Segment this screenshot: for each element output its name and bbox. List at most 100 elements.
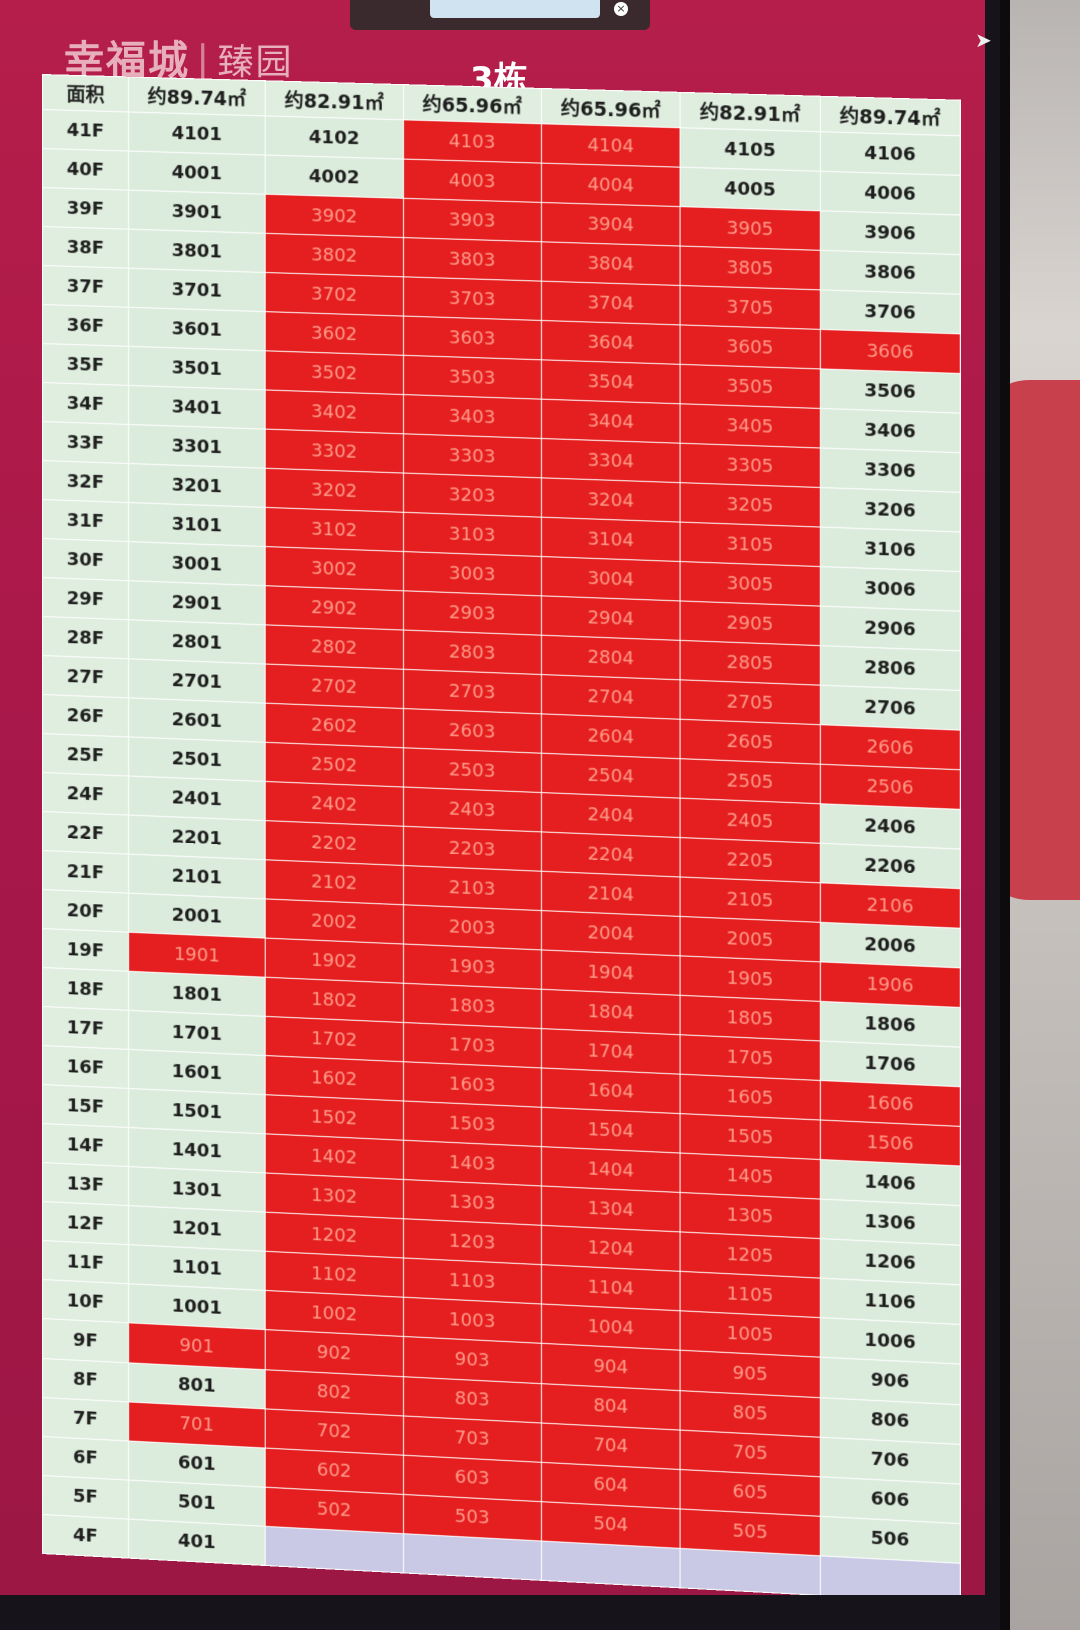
unit-cell-sold[interactable]: 901 bbox=[128, 1323, 265, 1369]
unit-cell-sold[interactable]: 3905 bbox=[680, 207, 820, 251]
unit-cell-sold[interactable]: 2703 bbox=[403, 669, 541, 714]
unit-cell-sold[interactable]: 3704 bbox=[541, 281, 680, 325]
unit-cell-available[interactable]: 3901 bbox=[128, 190, 265, 233]
unit-cell-sold[interactable]: 905 bbox=[680, 1351, 820, 1397]
unit-cell-available[interactable]: 2906 bbox=[820, 606, 960, 651]
unit-cell-available[interactable]: 2401 bbox=[128, 776, 265, 821]
unit-cell-sold[interactable]: 1502 bbox=[265, 1095, 403, 1141]
unit-cell-available[interactable]: 4006 bbox=[820, 171, 960, 215]
unit-cell-sold[interactable]: 1404 bbox=[541, 1147, 680, 1193]
unit-cell-sold[interactable]: 2205 bbox=[680, 838, 820, 883]
unit-cell-available[interactable]: 3306 bbox=[820, 448, 960, 492]
unit-cell-sold[interactable]: 4104 bbox=[541, 124, 680, 167]
unit-cell-available[interactable]: 401 bbox=[128, 1519, 265, 1566]
unit-cell-sold[interactable]: 1104 bbox=[541, 1265, 680, 1311]
unit-cell-available[interactable]: 2701 bbox=[128, 659, 265, 703]
unit-cell-sold[interactable]: 1904 bbox=[541, 950, 680, 995]
unit-cell-sold[interactable]: 3606 bbox=[820, 329, 960, 373]
unit-cell-sold[interactable]: 3003 bbox=[403, 552, 541, 596]
unit-cell-sold[interactable]: 3305 bbox=[680, 443, 820, 487]
unit-cell-sold[interactable]: 1703 bbox=[403, 1023, 541, 1068]
unit-cell-available[interactable]: 2101 bbox=[128, 854, 265, 899]
unit-cell-sold[interactable]: 2802 bbox=[265, 625, 403, 669]
unit-cell-sold[interactable]: 3203 bbox=[403, 473, 541, 517]
unit-cell-available[interactable]: 4105 bbox=[680, 128, 820, 172]
unit-cell-sold[interactable]: 1204 bbox=[541, 1226, 680, 1272]
unit-cell-sold[interactable]: 3805 bbox=[680, 246, 820, 290]
unit-cell-sold[interactable]: 2805 bbox=[680, 641, 820, 686]
unit-cell-sold[interactable]: 3804 bbox=[541, 242, 680, 286]
unit-cell-sold[interactable]: 3504 bbox=[541, 360, 680, 404]
unit-cell-sold[interactable]: 3402 bbox=[265, 390, 403, 434]
unit-cell-sold[interactable]: 2104 bbox=[541, 872, 680, 917]
unit-cell-sold[interactable]: 1503 bbox=[403, 1101, 541, 1147]
unit-cell-sold[interactable]: 2503 bbox=[403, 748, 541, 793]
unit-cell-sold[interactable]: 1605 bbox=[680, 1075, 820, 1121]
unit-cell-sold[interactable]: 1302 bbox=[265, 1173, 403, 1219]
unit-cell-sold[interactable]: 2603 bbox=[403, 709, 541, 754]
unit-cell-sold[interactable]: 2402 bbox=[265, 782, 403, 827]
unit-cell-sold[interactable]: 3603 bbox=[403, 316, 541, 360]
unit-cell-sold[interactable]: 1505 bbox=[680, 1114, 820, 1160]
unit-cell-sold[interactable]: 3403 bbox=[403, 395, 541, 439]
unit-cell-available[interactable]: 4001 bbox=[128, 151, 265, 194]
unit-cell-sold[interactable]: 1303 bbox=[403, 1180, 541, 1226]
unit-cell-sold[interactable]: 3503 bbox=[403, 355, 541, 399]
unit-cell-available[interactable]: 1806 bbox=[820, 1002, 960, 1048]
unit-cell-sold[interactable]: 2903 bbox=[403, 591, 541, 635]
unit-cell-sold[interactable]: 3002 bbox=[265, 547, 403, 591]
unit-cell-sold[interactable]: 2804 bbox=[541, 635, 680, 680]
unit-cell-sold[interactable]: 1804 bbox=[541, 990, 680, 1036]
unit-cell-available[interactable]: 2706 bbox=[820, 685, 960, 730]
unit-cell-sold[interactable]: 1805 bbox=[680, 996, 820, 1042]
unit-cell-sold[interactable]: 1504 bbox=[541, 1108, 680, 1154]
unit-cell-sold[interactable]: 1002 bbox=[265, 1291, 403, 1337]
unit-cell-available[interactable]: 3101 bbox=[128, 503, 265, 547]
unit-cell-sold[interactable]: 3803 bbox=[403, 238, 541, 282]
unit-cell-available[interactable]: 1306 bbox=[820, 1199, 960, 1245]
unit-cell-sold[interactable]: 3604 bbox=[541, 321, 680, 365]
unit-cell-available[interactable]: 3806 bbox=[820, 250, 960, 294]
unit-cell-sold[interactable]: 1705 bbox=[680, 1035, 820, 1081]
unit-cell-sold[interactable]: 1901 bbox=[128, 933, 265, 978]
unit-cell-sold[interactable]: 3104 bbox=[541, 517, 680, 561]
unit-cell-available[interactable]: 2801 bbox=[128, 620, 265, 664]
unit-cell-available[interactable]: 4101 bbox=[128, 112, 265, 155]
unit-cell-sold[interactable]: 3103 bbox=[403, 512, 541, 556]
unit-cell-sold[interactable]: 1405 bbox=[680, 1153, 820, 1199]
unit-cell-sold[interactable]: 2505 bbox=[680, 759, 820, 804]
unit-cell-available[interactable]: 1701 bbox=[128, 1011, 265, 1056]
unit-cell-available[interactable]: 1406 bbox=[820, 1160, 960, 1206]
unit-cell-available[interactable]: 4005 bbox=[680, 167, 820, 211]
unit-cell-available[interactable]: 3206 bbox=[820, 488, 960, 533]
unit-cell-available[interactable]: 3301 bbox=[128, 425, 265, 469]
unit-cell-sold[interactable]: 902 bbox=[265, 1330, 403, 1376]
unit-cell-sold[interactable]: 1902 bbox=[265, 938, 403, 983]
unit-cell-available[interactable]: 1206 bbox=[820, 1239, 960, 1285]
unit-cell-sold[interactable]: 3505 bbox=[680, 364, 820, 408]
unit-cell-sold[interactable]: 2704 bbox=[541, 675, 680, 720]
unit-cell-sold[interactable]: 2103 bbox=[403, 866, 541, 911]
unit-cell-sold[interactable]: 3202 bbox=[265, 468, 403, 512]
unit-cell-sold[interactable]: 3605 bbox=[680, 325, 820, 369]
unit-cell-sold[interactable]: 904 bbox=[541, 1344, 680, 1390]
unit-cell-sold[interactable]: 3705 bbox=[680, 286, 820, 330]
unit-cell-sold[interactable]: 3902 bbox=[265, 194, 403, 237]
unit-cell-sold[interactable]: 3105 bbox=[680, 522, 820, 566]
unit-cell-sold[interactable]: 2604 bbox=[541, 714, 680, 759]
unit-cell-sold[interactable]: 4103 bbox=[403, 120, 541, 163]
unit-cell-sold[interactable]: 1702 bbox=[265, 1017, 403, 1062]
unit-cell-available[interactable]: 3706 bbox=[820, 290, 960, 334]
unit-cell-sold[interactable]: 4004 bbox=[541, 163, 680, 207]
unit-cell-sold[interactable]: 1604 bbox=[541, 1068, 680, 1114]
unit-cell-sold[interactable]: 3303 bbox=[403, 434, 541, 478]
unit-cell-available[interactable]: 1301 bbox=[128, 1167, 265, 1213]
unit-cell-sold[interactable]: 1202 bbox=[265, 1213, 403, 1259]
unit-cell-available[interactable]: 3906 bbox=[820, 211, 960, 255]
unit-cell-sold[interactable]: 2506 bbox=[820, 764, 960, 809]
unit-cell-sold[interactable]: 2203 bbox=[403, 827, 541, 872]
unit-cell-sold[interactable]: 2902 bbox=[265, 586, 403, 630]
unit-cell-sold[interactable]: 2202 bbox=[265, 821, 403, 866]
unit-cell-sold[interactable]: 2105 bbox=[680, 877, 820, 922]
unit-cell-sold[interactable]: 2606 bbox=[820, 725, 960, 770]
